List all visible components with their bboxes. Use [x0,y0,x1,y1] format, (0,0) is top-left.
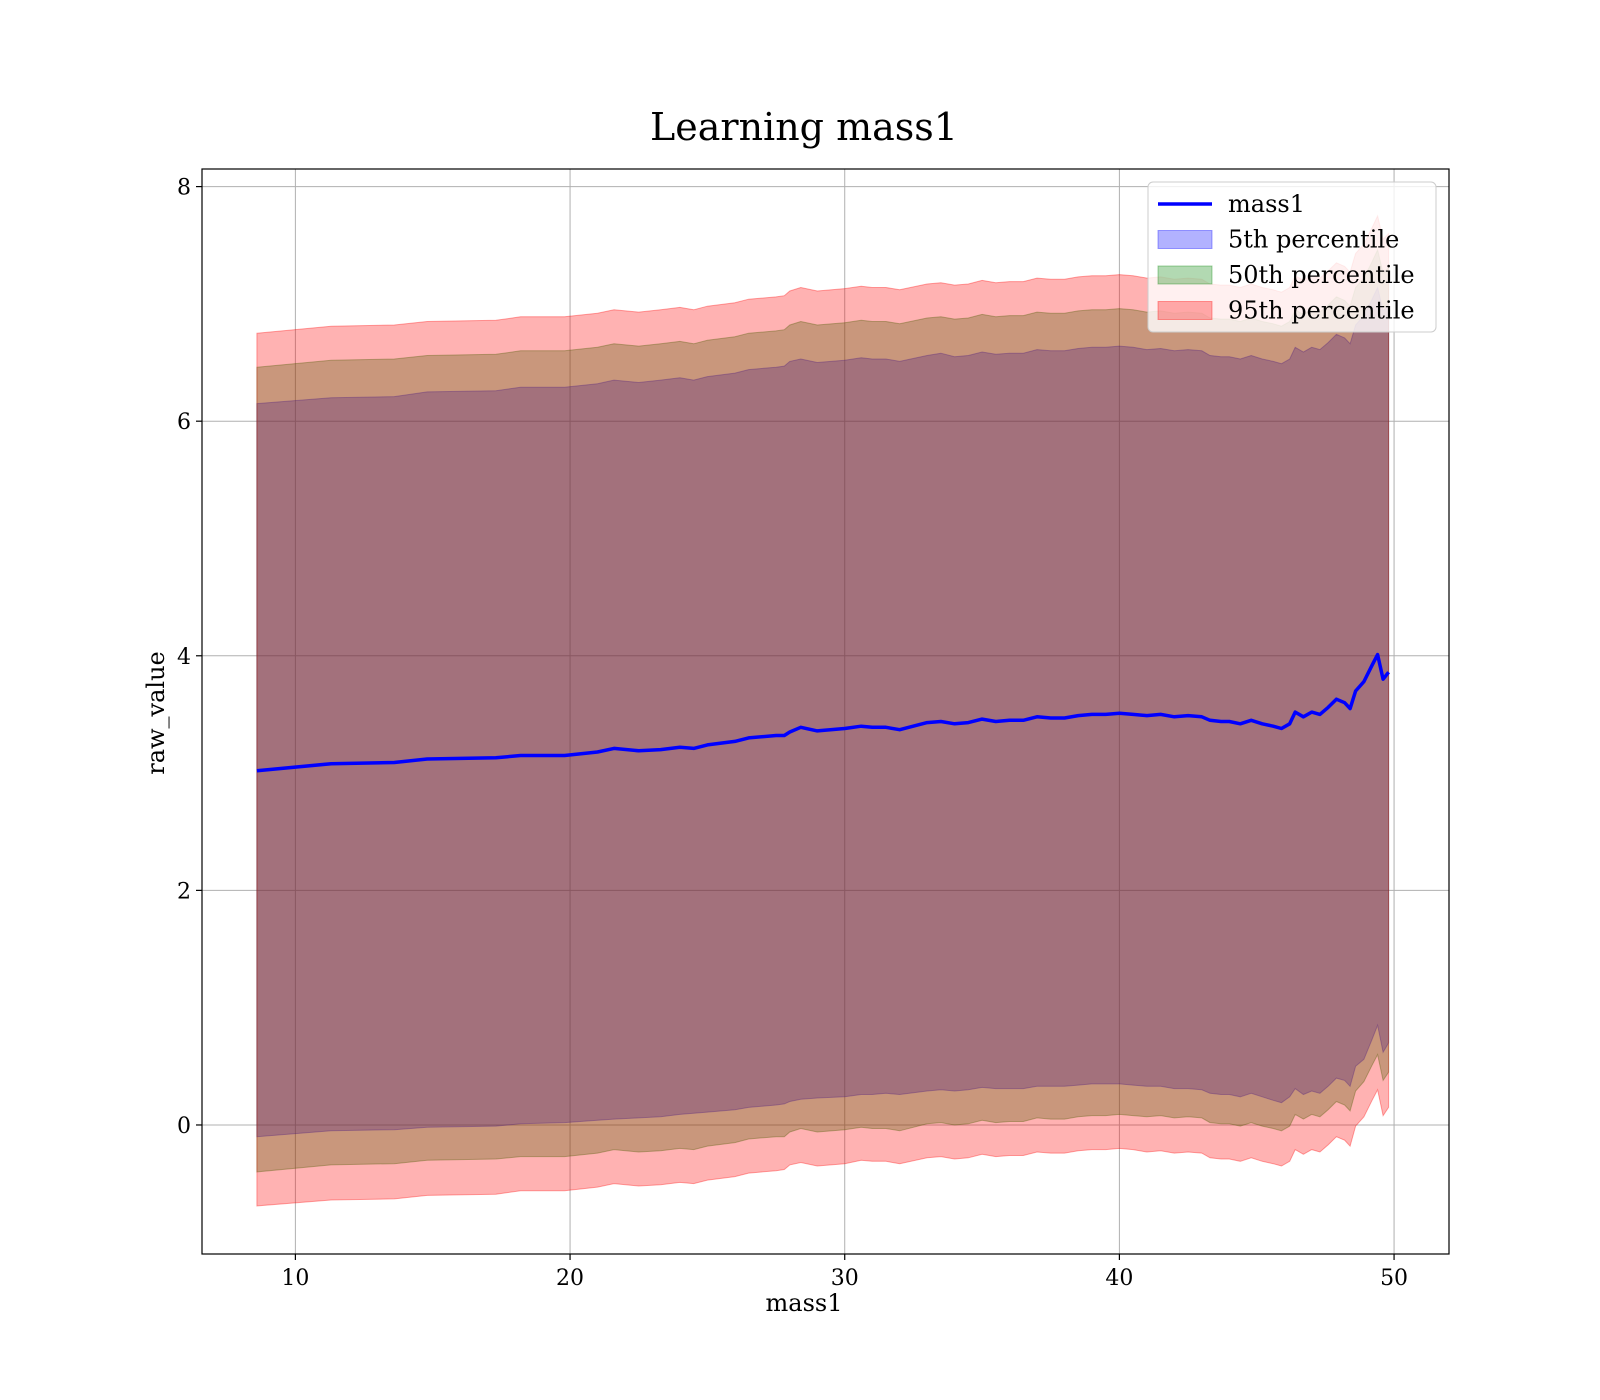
legend-label: 50th percentile [1228,261,1415,289]
x-tick-label: 30 [831,1266,859,1291]
band-95th-percentile [256,214,1390,1207]
y-axis-label: raw_value [142,651,170,775]
line-mass1 [256,652,1390,773]
band-5th-percentile [256,285,1390,1138]
legend-swatch-band [1157,265,1213,285]
x-tick-label: 40 [1105,1266,1133,1291]
y-tick-label: 6 [177,410,191,435]
y-tick-label: 0 [177,1114,191,1139]
percentile-bands [256,214,1390,1207]
x-tick-label: 50 [1380,1266,1408,1291]
x-axis-label: mass1 [766,1289,843,1317]
legend-box [1147,181,1437,333]
band-50th-percentile [256,248,1390,1173]
plot-frame [201,168,1450,1255]
x-axis-ticks: 10 20 30 40 50 [281,1254,1408,1291]
legend-label: 5th percentile [1228,226,1399,254]
y-tick-label: 2 [177,879,191,904]
x-tick-label: 10 [281,1266,309,1291]
y-axis-ticks: 0 2 4 6 8 [177,176,202,1139]
y-tick-label: 4 [177,645,191,670]
legend-label: 95th percentile [1228,297,1415,325]
legend: mass1 5th percentile 50th percentile 95th p… [1147,181,1437,333]
chart-title: Learning mass1 [650,105,958,149]
y-tick-label: 8 [177,176,191,201]
x-tick-label: 20 [556,1266,584,1291]
series-lines [256,652,1390,773]
legend-swatch-band [1157,301,1213,320]
legend-swatch-band [1157,230,1213,249]
legend-label: mass1 [1228,190,1305,218]
